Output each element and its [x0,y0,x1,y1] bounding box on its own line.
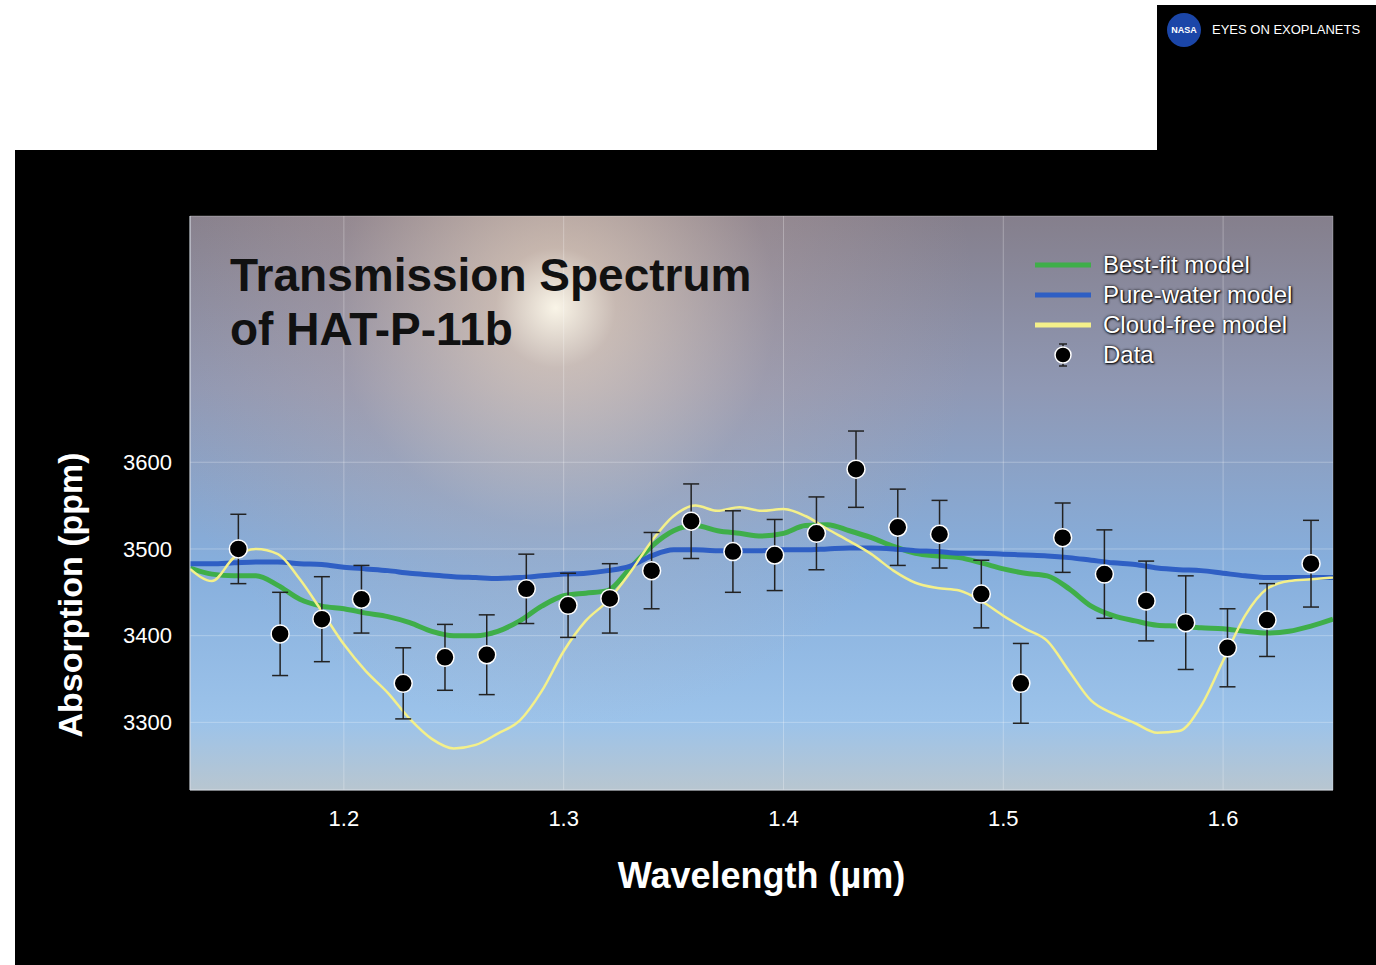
html-text:NASA: NASA [1171,25,1197,35]
html-text:Absorption (ppm): Absorption (ppm) [51,452,89,738]
svg-text:3600: 3600 [123,450,172,475]
svg-text:1.6: 1.6 [1208,806,1239,831]
svg-text:1.5: 1.5 [988,806,1019,831]
html-text:Wavelength (µm): Wavelength (µm) [617,855,906,896]
html-text:Data: Data [1103,341,1154,368]
html-text:Best-fit model: Best-fit model [1103,251,1250,278]
html-text:Pure-water model: Pure-water model [1103,281,1293,308]
svg-text:1.4: 1.4 [768,806,799,831]
html-text:EYES ON EXOPLANETS: EYES ON EXOPLANETS [1212,22,1361,37]
svg-text:3300: 3300 [123,710,172,735]
html-text:Transmission Spectrum of HAT-P: Transmission Spectrum of HAT-P-11b [230,249,752,355]
svg-text:1.2: 1.2 [329,806,360,831]
svg-text:3400: 3400 [123,623,172,648]
svg-text:3500: 3500 [123,537,172,562]
html-text:Cloud-free model: Cloud-free model [1103,311,1288,338]
svg-text:1.3: 1.3 [548,806,579,831]
